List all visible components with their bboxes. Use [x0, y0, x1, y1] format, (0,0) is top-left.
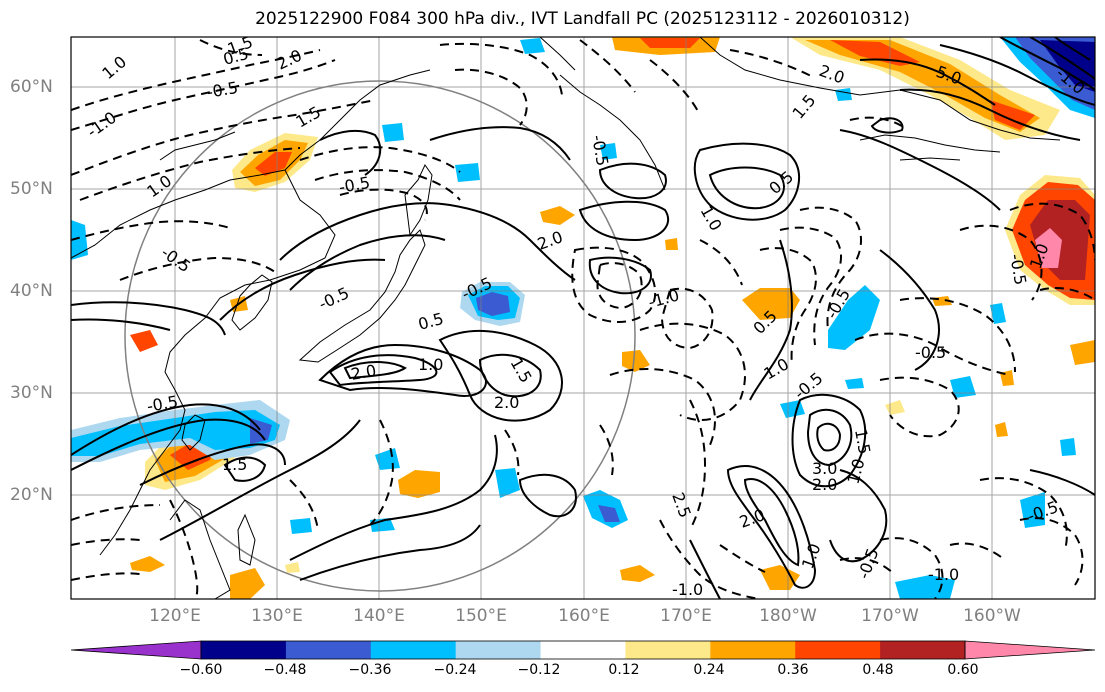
contour-label: 3.0: [812, 459, 837, 478]
lon-label-140e: 140°E: [353, 606, 405, 626]
graticule: [71, 37, 1095, 599]
map-panel: [71, 37, 1095, 599]
lon-label-170e: 170°E: [660, 606, 712, 626]
colorbar-tick-label: 0.60: [947, 662, 979, 678]
colorbar: [70, 640, 1096, 660]
colorbar-extend-high: [964, 640, 1096, 660]
contour-label: 1.0: [418, 355, 443, 374]
map-frame: [70, 36, 1096, 600]
colorbar-segment: [285, 641, 372, 659]
colorbar-segment: [370, 641, 457, 659]
lat-label-60n: 60°N: [10, 77, 53, 97]
contour-label: -1.0: [672, 580, 703, 599]
contour-label: 1.5: [851, 427, 874, 455]
colorbar-tick-label: 0.36: [777, 662, 809, 678]
colorbar-tick-label: −0.48: [263, 662, 307, 678]
lat-label-40n: 40°N: [10, 281, 53, 301]
coastline-layer: [71, 37, 1061, 599]
colorbar-tick-label: −0.24: [433, 662, 477, 678]
colorbar-tick-label: −0.36: [348, 662, 392, 678]
lon-label-150e: 150°E: [455, 606, 507, 626]
colorbar-segment: [880, 641, 966, 659]
colorbar-segment: [540, 641, 626, 659]
lat-label-20n: 20°N: [10, 485, 53, 505]
lon-label-130e: 130°E: [251, 606, 303, 626]
shaded-anomaly-layer: [71, 37, 1095, 599]
map-title: 2025122900 F084 300 hPa div., IVT Landfa…: [255, 9, 910, 29]
colorbar-tick-label: −0.60: [179, 662, 223, 678]
lon-label-180w: 180°W: [759, 606, 817, 626]
positive-patch-okhotsk: [232, 133, 318, 192]
landfall-region-circle: [124, 80, 636, 592]
contour-label: 2.0: [349, 361, 377, 384]
lon-label-160e: 160°E: [558, 606, 610, 626]
contour-label: -0.5: [915, 343, 946, 362]
lat-label-50n: 50°N: [10, 179, 53, 199]
lon-label-170w: 170°W: [861, 606, 919, 626]
contour-label: -1.0: [928, 565, 959, 584]
colorbar-segment: [455, 641, 542, 659]
colorbar-tick-label: 0.24: [693, 662, 725, 678]
positive-patch-north-top: [612, 37, 720, 55]
colorbar-segment: [625, 641, 711, 659]
colorbar-segment: [795, 641, 881, 659]
colorbar-segment: [201, 641, 287, 659]
positive-patch-east-pacific: [1005, 175, 1095, 305]
lon-label-120e: 120°E: [149, 606, 201, 626]
colorbar-tick-label: 0.48: [862, 662, 894, 678]
contour-label: 1.5: [222, 455, 247, 474]
colorbar-tick-label: 0.12: [608, 662, 640, 678]
colorbar-segment: [710, 641, 796, 659]
colorbar-extend-low: [70, 640, 202, 660]
contour-layer: [71, 37, 1095, 599]
colorbar-frame: [200, 640, 966, 660]
contour-label: 2.0: [812, 475, 837, 494]
colorbar-tick-label: −0.12: [517, 662, 561, 678]
lon-label-160w: 160°W: [963, 606, 1021, 626]
lat-label-30n: 30°N: [10, 383, 53, 403]
contour-label: 2.0: [494, 393, 519, 412]
